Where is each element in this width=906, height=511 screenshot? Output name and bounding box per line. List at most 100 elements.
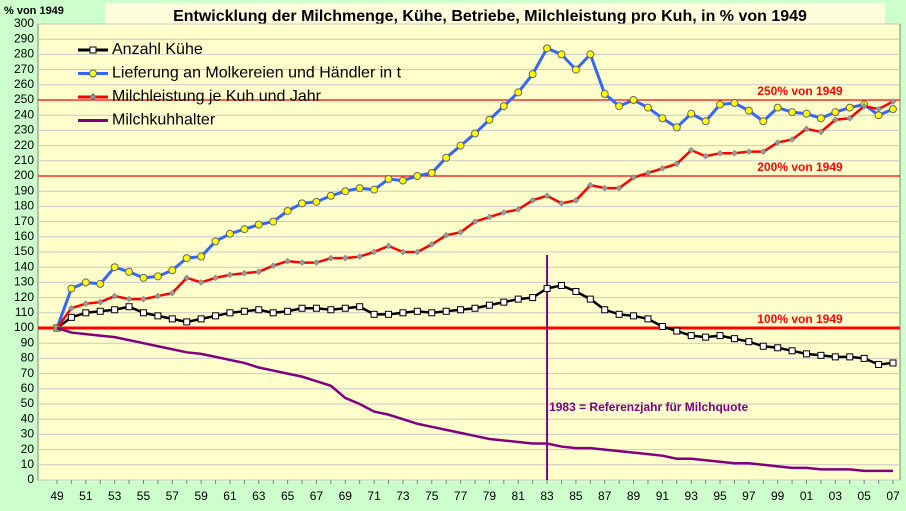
marker bbox=[543, 44, 552, 53]
legend-marker bbox=[89, 69, 97, 78]
marker bbox=[442, 307, 450, 315]
marker bbox=[427, 168, 436, 177]
marker bbox=[846, 353, 854, 361]
marker bbox=[687, 109, 696, 118]
marker bbox=[730, 99, 739, 108]
marker bbox=[398, 176, 407, 185]
marker bbox=[500, 298, 508, 306]
y-tick-label: 110 bbox=[15, 305, 34, 319]
marker bbox=[240, 225, 249, 234]
marker bbox=[558, 200, 565, 207]
marker bbox=[817, 351, 825, 359]
marker bbox=[356, 253, 364, 260]
marker bbox=[413, 172, 422, 180]
marker bbox=[298, 199, 307, 208]
marker bbox=[197, 252, 206, 261]
marker bbox=[341, 254, 349, 262]
marker bbox=[254, 220, 263, 229]
marker bbox=[687, 332, 695, 340]
marker bbox=[586, 181, 594, 189]
reference-label: 100% von 1949 bbox=[757, 312, 843, 326]
marker bbox=[759, 342, 767, 350]
marker bbox=[110, 263, 119, 272]
marker bbox=[644, 169, 652, 177]
marker bbox=[399, 309, 407, 317]
marker bbox=[384, 175, 393, 184]
marker bbox=[774, 139, 782, 146]
marker bbox=[140, 295, 147, 303]
x-tick-label: 91 bbox=[656, 489, 670, 503]
legend-label: Lieferung an Molkereien und Händler in t bbox=[112, 65, 402, 82]
marker bbox=[672, 123, 681, 132]
x-tick-label: 53 bbox=[108, 489, 122, 503]
marker bbox=[557, 50, 566, 59]
y-tick-label: 190 bbox=[14, 183, 34, 197]
legend-label: Anzahl Kühe bbox=[112, 41, 203, 58]
marker bbox=[874, 111, 883, 120]
marker bbox=[759, 148, 767, 156]
y-tick-label: 280 bbox=[14, 47, 34, 61]
marker bbox=[499, 102, 508, 111]
x-tick-label: 63 bbox=[252, 489, 266, 503]
marker bbox=[643, 103, 652, 112]
marker bbox=[370, 248, 378, 256]
marker bbox=[413, 248, 421, 256]
reference-label: 250% von 1949 bbox=[757, 84, 843, 98]
x-tick-label: 75 bbox=[425, 489, 439, 503]
marker bbox=[283, 206, 292, 215]
x-tick-label: 67 bbox=[310, 489, 324, 503]
y-tick-label: 270 bbox=[14, 62, 34, 76]
marker bbox=[341, 304, 349, 312]
legend-label: Milchkuhhalter bbox=[112, 112, 216, 129]
x-tick-label: 81 bbox=[512, 489, 526, 503]
marker bbox=[385, 242, 392, 250]
marker bbox=[774, 344, 782, 352]
x-tick-label: 77 bbox=[454, 489, 468, 503]
legend-marker bbox=[89, 46, 97, 54]
marker bbox=[803, 350, 811, 358]
y-tick-label: 230 bbox=[14, 123, 34, 137]
x-tick-label: 03 bbox=[829, 489, 843, 503]
marker bbox=[413, 307, 421, 315]
x-tick-label: 61 bbox=[223, 489, 237, 503]
marker bbox=[154, 312, 162, 320]
x-tick-label: 57 bbox=[166, 489, 180, 503]
marker bbox=[370, 185, 379, 194]
marker bbox=[67, 313, 75, 321]
marker bbox=[139, 273, 148, 282]
y-tick-label: 210 bbox=[14, 153, 34, 167]
marker bbox=[298, 304, 306, 312]
marker bbox=[168, 289, 176, 297]
y-tick-label: 60 bbox=[21, 381, 35, 395]
marker bbox=[600, 89, 609, 98]
marker bbox=[457, 228, 464, 236]
marker bbox=[846, 114, 854, 122]
x-tick-label: 01 bbox=[800, 489, 814, 503]
x-tick-label: 99 bbox=[771, 489, 785, 503]
marker bbox=[630, 174, 637, 181]
marker bbox=[125, 303, 133, 311]
marker bbox=[111, 306, 119, 314]
marker bbox=[457, 306, 465, 314]
marker bbox=[356, 303, 364, 311]
marker bbox=[831, 116, 839, 124]
marker bbox=[139, 309, 147, 317]
y-tick-label: 20 bbox=[21, 442, 35, 456]
marker bbox=[630, 312, 638, 320]
marker bbox=[385, 310, 393, 318]
x-tick-label: 79 bbox=[483, 489, 497, 503]
marker bbox=[226, 309, 234, 317]
marker bbox=[528, 70, 537, 79]
marker bbox=[529, 294, 537, 302]
marker bbox=[154, 292, 162, 300]
marker bbox=[702, 333, 710, 341]
marker bbox=[557, 281, 565, 289]
marker bbox=[269, 309, 277, 317]
legend-label: Milchleistung je Kuh und Jahr bbox=[112, 88, 322, 105]
marker bbox=[241, 269, 248, 277]
x-tick-label: 65 bbox=[281, 489, 295, 503]
marker bbox=[615, 184, 623, 192]
marker bbox=[716, 100, 725, 109]
y-tick-label: 150 bbox=[14, 244, 34, 258]
